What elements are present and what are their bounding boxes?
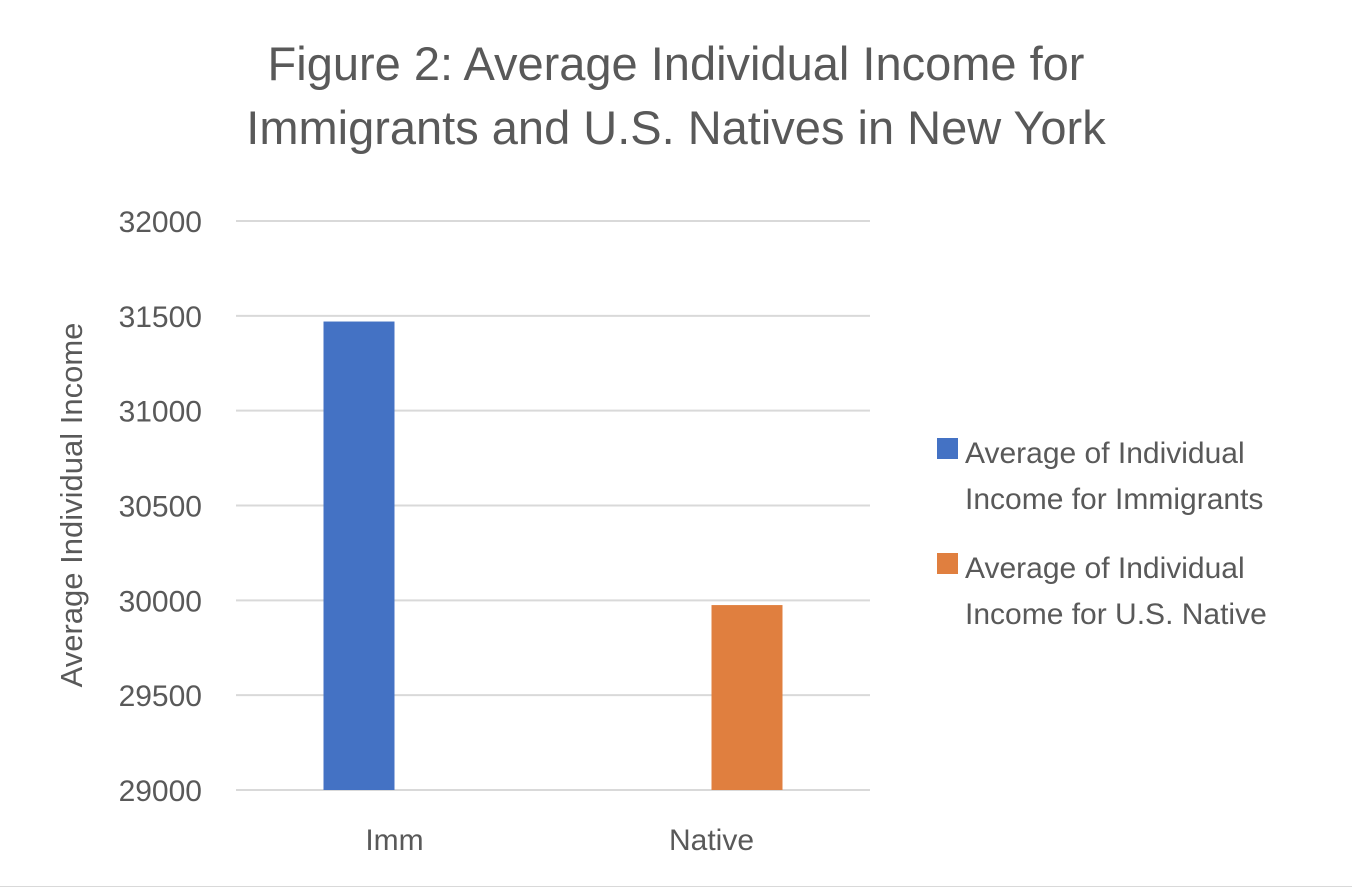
- y-tick-label: 31500: [119, 301, 202, 334]
- legend-label: Income for Immigrants: [965, 483, 1263, 516]
- legend-label: Average of Individual: [965, 437, 1245, 470]
- y-tick-label: 32000: [119, 206, 202, 239]
- y-axis-label: Average Individual Income: [54, 323, 89, 688]
- bar-imm: [323, 321, 395, 790]
- y-tick-label: 29500: [119, 680, 202, 713]
- chart-title: Figure 2: Average Individual Income for …: [0, 32, 1352, 160]
- legend: Average of Individual Income for Immigran…: [937, 437, 1267, 631]
- divider: [0, 886, 1352, 887]
- legend-label: Income for U.S. Native: [965, 598, 1267, 631]
- y-tick-label: 30500: [119, 491, 202, 524]
- bars: [323, 321, 783, 790]
- chart-title-line-2: Immigrants and U.S. Natives in New York: [246, 101, 1106, 154]
- y-tick-label: 31000: [119, 396, 202, 429]
- chart-title-line-1: Figure 2: Average Individual Income for: [267, 37, 1085, 90]
- bar-native: [711, 605, 783, 790]
- x-tick-labels: Imm Native: [365, 824, 754, 857]
- y-tick-labels: 29000 29500 30000 30500 31000 31500 32000: [119, 206, 202, 808]
- y-tick-label: 30000: [119, 585, 202, 618]
- legend-swatch: [937, 553, 958, 574]
- y-tick-label: 29000: [119, 775, 202, 808]
- x-tick-label: Imm: [365, 824, 423, 857]
- legend-label: Average of Individual: [965, 552, 1245, 585]
- x-tick-label: Native: [669, 824, 754, 857]
- legend-swatch: [937, 438, 958, 459]
